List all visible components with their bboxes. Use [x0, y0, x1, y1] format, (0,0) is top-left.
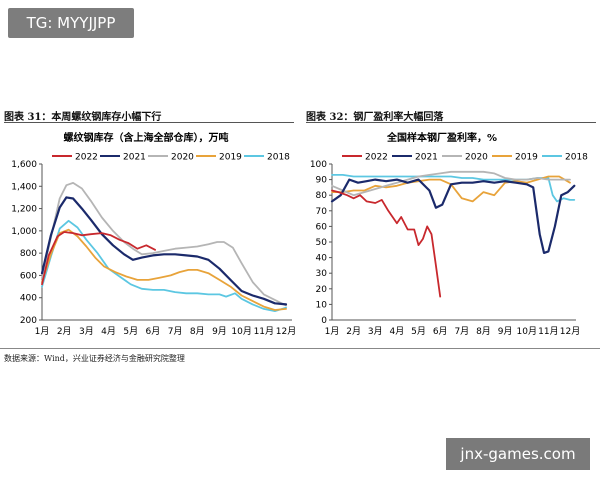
series-line-2020 — [41, 182, 287, 307]
x-tick-label: 10月 — [231, 326, 251, 337]
y-tick-label: 600 — [20, 271, 37, 281]
legend-label-2020: 2020 — [171, 153, 194, 163]
x-tick-label: 9月 — [212, 326, 227, 337]
x-tick-label: 12月 — [276, 326, 296, 337]
x-tick-label: 11月 — [538, 326, 558, 337]
y-tick-label: 50 — [316, 238, 328, 248]
x-tick-label: 2月 — [346, 326, 361, 337]
x-tick-label: 1月 — [325, 326, 340, 337]
x-tick-label: 7月 — [168, 326, 183, 337]
series-line-2022 — [331, 189, 442, 298]
legend-label-2022: 2022 — [75, 153, 98, 163]
y-tick-label: 1,400 — [11, 182, 37, 192]
x-tick-label: 7月 — [454, 326, 469, 337]
series-line-2021 — [40, 196, 288, 306]
chart-title: 螺纹钢库存（含上海全部仓库），万吨 — [64, 131, 229, 144]
series-line-2018 — [41, 219, 287, 313]
inventory-line-chart: 螺纹钢库存（含上海全部仓库），万吨 2022 2021 2020 2019 2018 200… — [11, 131, 296, 337]
y-tick-label: 60 — [316, 222, 328, 232]
source-divider — [0, 348, 600, 349]
x-tick-label: 12月 — [560, 326, 580, 337]
y-tick-label: 90 — [316, 176, 328, 186]
figure-31-title: 图表 31：本周螺纹钢库存小幅下行 — [4, 112, 162, 123]
x-tick-label: 11月 — [254, 326, 274, 337]
figure-32-title: 图表 32：钢厂盈利率大幅回落 — [306, 112, 444, 123]
y-tick-label: 1,600 — [11, 160, 37, 170]
y-tick-label: 400 — [20, 294, 37, 304]
y-tick-label: 80 — [316, 191, 328, 201]
legend-label-2019: 2019 — [515, 153, 538, 163]
legend-label-2018: 2018 — [565, 153, 588, 163]
x-tick-label: 5月 — [123, 326, 138, 337]
y-tick-label: 100 — [310, 160, 327, 170]
y-tick-label: 1,000 — [11, 227, 37, 237]
x-tick-label: 9月 — [498, 326, 513, 337]
x-tick-label: 4月 — [101, 326, 116, 337]
figure-32-rule — [306, 122, 596, 123]
y-tick-label: 1,200 — [11, 205, 37, 215]
x-tick-label: 3月 — [368, 326, 383, 337]
legend-label-2021: 2021 — [415, 153, 438, 163]
legend-label-2022: 2022 — [365, 153, 388, 163]
y-tick-label: 0 — [321, 316, 327, 326]
x-tick-label: 10月 — [517, 326, 537, 337]
series-line-2020 — [331, 170, 571, 197]
x-tick-label: 6月 — [146, 326, 161, 337]
y-tick-label: 70 — [316, 207, 328, 217]
series-line-2018 — [331, 174, 576, 203]
x-tick-label: 6月 — [433, 326, 448, 337]
x-tick-label: 4月 — [390, 326, 405, 337]
x-tick-label: 3月 — [79, 326, 94, 337]
y-tick-label: 20 — [316, 285, 328, 295]
x-tick-label: 1月 — [35, 326, 50, 337]
chart-title: 全国样本钢厂盈利率，% — [386, 131, 497, 144]
profit-rate-line-chart: 全国样本钢厂盈利率，% 2022 2021 2020 2019 2018 0 10 20 30 40… — [310, 131, 588, 337]
legend-label-2019: 2019 — [219, 153, 242, 163]
series-line-2021 — [330, 178, 576, 255]
site-watermark: jnx-games.com — [446, 438, 590, 470]
y-tick-label: 40 — [316, 254, 328, 264]
legend-label-2021: 2021 — [123, 153, 146, 163]
y-tick-label: 10 — [316, 300, 328, 310]
y-tick-label: 30 — [316, 269, 328, 279]
x-tick-label: 8月 — [190, 326, 205, 337]
legend-label-2018: 2018 — [267, 153, 290, 163]
source-note: 数据来源：Wind，兴业证券经济与金融研究院整理 — [4, 354, 185, 363]
channel-badge: TG: MYYJJPP — [8, 8, 134, 38]
series-line-2022 — [41, 231, 157, 286]
y-tick-label: 800 — [20, 249, 37, 259]
x-tick-label: 5月 — [411, 326, 426, 337]
series-line-2019 — [41, 228, 287, 311]
x-tick-label: 8月 — [476, 326, 491, 337]
legend-label-2020: 2020 — [465, 153, 488, 163]
y-tick-label: 200 — [20, 316, 37, 326]
x-tick-label: 2月 — [57, 326, 72, 337]
figure-31-rule — [4, 122, 294, 123]
